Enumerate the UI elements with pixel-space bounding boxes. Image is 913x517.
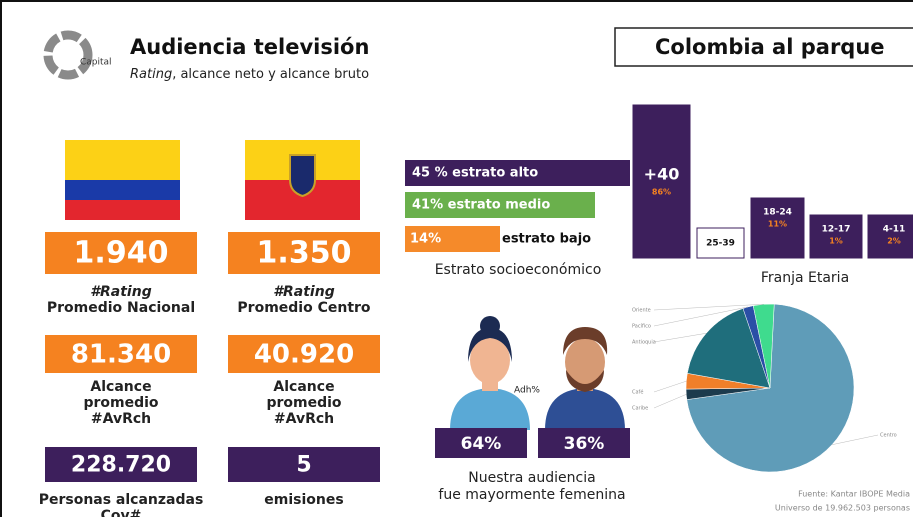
pie-leader xyxy=(653,306,749,327)
estrato-label: 45 % estrato alto xyxy=(412,166,538,181)
age-box xyxy=(750,197,805,259)
flag-colombia xyxy=(65,140,180,220)
age-box xyxy=(696,227,745,259)
estrato-caption: Estrato socioeconómico xyxy=(435,262,602,278)
pie-slice xyxy=(752,303,775,389)
woman-illustration xyxy=(450,316,530,430)
age-box xyxy=(867,214,913,259)
footer-source: Fuente: Kantar IBOPE Media xyxy=(798,490,910,499)
kpi-box xyxy=(45,447,197,482)
age-label: 18-24 xyxy=(763,208,792,218)
kpi-caption: Alcance xyxy=(90,379,151,395)
kpi-caption: Promedio Nacional xyxy=(47,300,195,316)
banner-box xyxy=(614,27,913,67)
pie-label: Café xyxy=(632,389,643,396)
pie-label: Centro xyxy=(880,433,897,439)
gender-caption: fue mayormente femenina xyxy=(438,487,625,503)
pie-leader xyxy=(653,380,687,393)
logo-text: Capital xyxy=(80,58,112,68)
age-label: 12-17 xyxy=(822,225,851,235)
kpi-box xyxy=(45,335,197,373)
estrato-bar xyxy=(405,160,630,186)
age-label: 25-39 xyxy=(706,239,735,249)
pie-leader xyxy=(653,394,687,409)
pie-label: Oriente xyxy=(632,308,651,314)
gender-caption: Nuestra audiencia xyxy=(468,470,595,486)
kpi-box xyxy=(228,232,380,274)
kpi-caption: Alcance xyxy=(273,379,334,395)
age-box xyxy=(809,214,863,259)
female-box xyxy=(435,428,527,458)
age-label: +40 xyxy=(644,165,680,184)
age-pct: 86% xyxy=(652,188,671,197)
pie-leader xyxy=(653,333,707,343)
kpi-caption: Promedio Centro xyxy=(237,300,371,316)
kpi-caption: #AvRch xyxy=(91,411,151,427)
pie-slice xyxy=(686,303,855,473)
pie-label: Pacífico xyxy=(632,323,651,330)
estrato-bar xyxy=(405,226,500,252)
flag-bogota xyxy=(245,140,360,220)
estrato-label: estrato bajo xyxy=(502,232,591,247)
man-illustration xyxy=(545,327,625,430)
male-box xyxy=(538,428,630,458)
kpi-value: 81.340 xyxy=(71,340,171,370)
subtitle-em: Rating xyxy=(130,67,172,82)
pie-leader xyxy=(831,434,879,445)
kpi-value: 1.940 xyxy=(74,236,169,271)
kpi-caption: #Rating xyxy=(273,284,334,300)
age-pct: 1% xyxy=(829,237,843,246)
estrato-label: 41% estrato medio xyxy=(412,198,550,213)
male-pct: 36% xyxy=(564,434,605,454)
kpi-box xyxy=(228,335,380,373)
kpi-value: 5 xyxy=(296,453,311,478)
kpi-caption: promedio xyxy=(266,395,341,411)
kpi-caption: promedio xyxy=(83,395,158,411)
franja-caption: Franja Etaria xyxy=(761,270,849,286)
logo: Capital xyxy=(43,30,112,80)
kpi-caption: Cov# xyxy=(101,508,142,517)
kpi-value: 40.920 xyxy=(254,340,354,370)
age-box xyxy=(632,104,691,259)
pie-label: Antioquia xyxy=(632,340,656,346)
kpi-value: 228.720 xyxy=(71,453,171,478)
age-label: 4-11 xyxy=(883,225,906,235)
kpi-box xyxy=(228,447,380,482)
age-pct: 11% xyxy=(768,220,787,229)
kpi-caption: #AvRch xyxy=(274,411,334,427)
pie-leader xyxy=(653,303,764,311)
footer-universe: Universo de 19.962.503 personas xyxy=(775,504,910,513)
pie-slice xyxy=(687,308,771,389)
estrato-label: 14% xyxy=(410,232,441,247)
kpi-caption: Personas alcanzadas xyxy=(39,492,204,508)
female-pct: 64% xyxy=(461,434,502,454)
subtitle: Rating, alcance neto y alcance bruto xyxy=(130,67,369,82)
subtitle-rest: , alcance neto y alcance bruto xyxy=(172,67,369,82)
kpi-value: 1.350 xyxy=(257,236,352,271)
banner: Colombia al parque xyxy=(655,35,885,59)
kpi-caption: emisiones xyxy=(264,492,343,508)
title: Audiencia televisión xyxy=(130,35,369,59)
age-pct: 2% xyxy=(887,237,901,246)
gender-label: Adh% xyxy=(514,386,540,396)
kpi-box xyxy=(45,232,197,274)
estrato-bar xyxy=(405,192,595,218)
pie-label: Caribe xyxy=(632,406,648,412)
kpi-caption: #Rating xyxy=(90,284,151,300)
